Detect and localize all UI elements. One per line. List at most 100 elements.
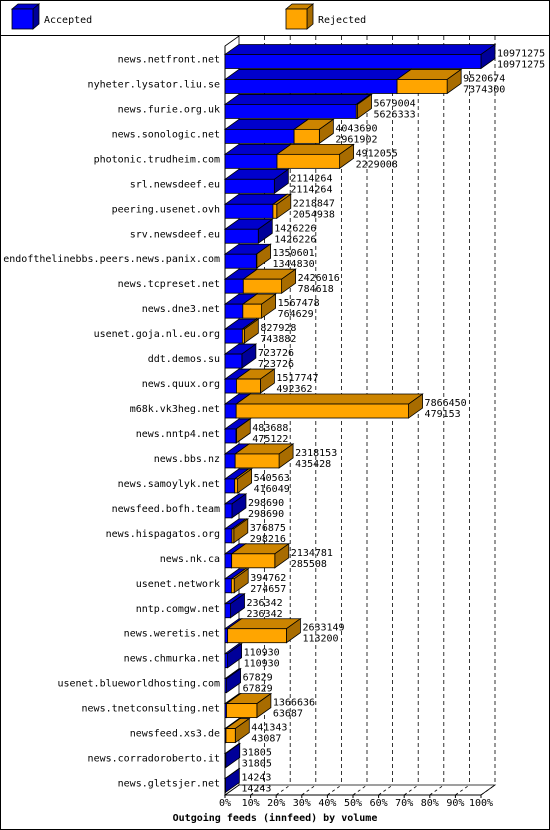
data-label-accepted: 435428 — [295, 459, 331, 470]
x-tick-label: 100% — [469, 798, 493, 809]
x-tick-label: 60% — [370, 798, 388, 809]
bar-accepted-front — [224, 153, 278, 169]
data-label-accepted: 110930 — [244, 659, 280, 670]
bar-rejected-front — [293, 128, 320, 144]
bar-accepted — [223, 742, 241, 769]
bar-rejected-front — [272, 203, 278, 219]
bar-rejected — [230, 543, 291, 569]
category-label: news.sonologic.net — [112, 129, 220, 140]
data-label-accepted: 479153 — [425, 409, 461, 420]
data-label-offered: 67829 — [243, 673, 273, 684]
bar-rejected-front — [231, 553, 276, 569]
category-label: peering.usenet.ovh — [112, 204, 220, 215]
bar-accepted-top — [223, 94, 372, 105]
data-label-offered: 2114264 — [290, 173, 332, 184]
bar-accepted-front — [224, 503, 233, 519]
data-label-accepted: 63687 — [273, 709, 303, 720]
bar-rejected-front — [355, 104, 358, 119]
data-label-accepted: 298690 — [248, 509, 284, 520]
category-label: news.dne3.net — [142, 304, 220, 315]
data-label-offered: 2134781 — [291, 548, 333, 559]
data-label-offered: 1426226 — [274, 223, 316, 234]
data-label-accepted: 113200 — [302, 634, 338, 645]
data-label-accepted: 236342 — [247, 609, 283, 620]
chart-title: Outgoing feeds (innfeed) by volume — [173, 812, 378, 824]
data-label-accepted: 784618 — [298, 284, 334, 295]
bar-rejected — [226, 617, 302, 644]
data-label-offered: 1567478 — [278, 298, 320, 309]
bar-accepted-front — [224, 353, 243, 369]
data-label-accepted: 1426226 — [274, 234, 316, 245]
data-label-offered: 2218847 — [293, 198, 335, 209]
bar-accepted-front — [224, 54, 482, 69]
category-label: news.corradoroberto.it — [88, 754, 220, 765]
bar-accepted — [223, 218, 274, 245]
bar-rejected-front — [234, 453, 280, 469]
bar-accepted-front — [224, 553, 233, 569]
data-label-offered: 1517747 — [276, 373, 318, 384]
floor-grid-line — [250, 784, 265, 796]
bar-rejected-front — [226, 703, 258, 719]
bar-rejected-front — [255, 253, 258, 269]
data-label-offered: 2633149 — [302, 623, 344, 634]
bar-accepted-front — [224, 428, 237, 444]
x-tick-label: 70% — [395, 798, 413, 809]
bar-accepted-front — [224, 303, 244, 319]
bar-rejected — [230, 518, 250, 544]
x-tick-label: 50% — [344, 798, 362, 809]
bar-accepted-front — [224, 278, 244, 294]
bar-rejected-front — [241, 328, 245, 344]
category-label: news.tcpreset.net — [118, 279, 220, 290]
bar-rejected-front — [242, 278, 283, 294]
floor-grid-line — [327, 784, 342, 796]
bar-rejected — [224, 717, 251, 744]
category-label: news.nk.ca — [160, 554, 220, 565]
data-label-offered: 31805 — [242, 748, 272, 759]
bar-rejected — [395, 68, 463, 95]
bar-rejected-top — [234, 393, 424, 405]
category-label: news.quux.org — [142, 379, 220, 390]
bar-rejected-front — [396, 79, 448, 94]
bar-accepted — [223, 592, 246, 619]
floor-grid-line — [429, 784, 445, 796]
bar-rejected — [233, 468, 253, 494]
category-label: nntp.comgw.net — [136, 604, 220, 615]
bar-rejected-front — [227, 628, 287, 644]
category-label: news.bbs.nz — [154, 454, 220, 465]
bar-rejected-front — [235, 403, 409, 419]
bar-rejected-front — [231, 528, 235, 544]
data-label-offered: 7866450 — [425, 398, 467, 409]
bar-accepted-front — [224, 778, 226, 793]
bar-accepted-front — [224, 653, 228, 669]
bar-accepted-front — [224, 128, 295, 144]
bar-rejected-front — [225, 728, 236, 743]
legend-rejected-swatch — [284, 3, 315, 30]
bar-accepted — [223, 118, 310, 145]
category-label: news.weretis.net — [124, 629, 220, 640]
data-label-offered: 2426016 — [298, 273, 340, 284]
bar-rejected-front — [235, 428, 237, 444]
x-tick-label: 30% — [293, 798, 311, 809]
data-label-accepted: 14243 — [241, 784, 271, 795]
bar-accepted — [223, 168, 290, 195]
data-label-accepted: 416049 — [254, 484, 290, 495]
bar-accepted — [223, 343, 258, 369]
bar-accepted — [223, 93, 372, 120]
category-label: news.netfront.net — [118, 54, 220, 65]
data-label-offered: 4912055 — [356, 148, 398, 159]
bar-rejected — [234, 418, 252, 444]
floor-grid-line — [275, 784, 291, 796]
category-label: photonic.trudheim.com — [94, 154, 220, 165]
floor-grid-line — [378, 784, 393, 796]
data-label-accepted: 723726 — [258, 359, 294, 370]
category-label: news.gletsjer.net — [118, 779, 220, 790]
data-label-accepted: 475122 — [252, 434, 288, 445]
bar-accepted-front — [224, 578, 232, 594]
bar-rejected — [230, 568, 250, 594]
bar-accepted — [223, 43, 497, 70]
floor-grid-line — [403, 784, 419, 796]
category-label: newsfeed.bofh.team — [112, 504, 220, 515]
category-label: srl.newsdeef.eu — [130, 179, 220, 190]
x-tick-label: 80% — [421, 798, 439, 809]
